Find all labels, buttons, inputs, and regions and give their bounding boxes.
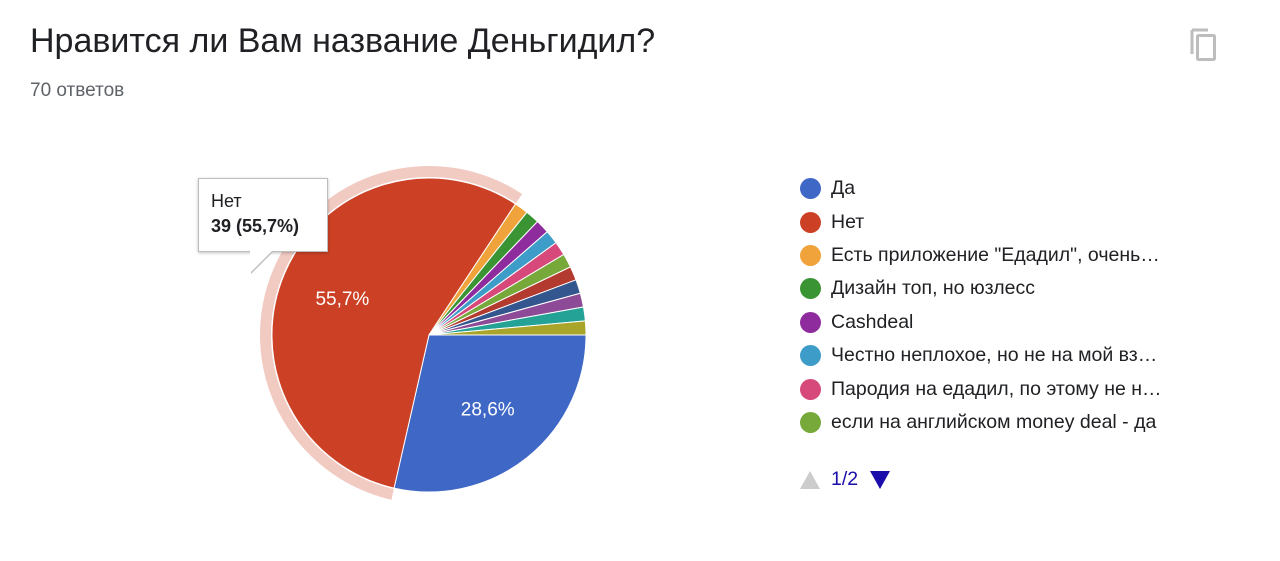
response-count: 70 ответов: [30, 80, 125, 101]
copy-chart-button[interactable]: [1184, 24, 1224, 64]
pie-slice[interactable]: [271, 177, 517, 489]
legend-pager: 1/2: [800, 468, 891, 491]
legend-swatch: [800, 244, 821, 266]
tooltip-label: Нет: [211, 191, 242, 211]
tooltip-pointer: [250, 251, 272, 273]
legend-item[interactable]: Cashdeal: [800, 306, 1162, 339]
pie-slice[interactable]: [393, 334, 587, 493]
legend-label: Есть приложение "Едадил", очень…: [831, 243, 1160, 266]
legend-swatch: [800, 178, 821, 200]
legend-prev-page-icon[interactable]: [800, 470, 820, 489]
slice-percent-label: 55,7%: [315, 289, 369, 310]
legend-swatch: [800, 278, 821, 300]
legend-page-label: 1/2: [831, 468, 859, 490]
legend-label: Да: [831, 177, 856, 200]
legend-label: Cashdeal: [831, 310, 914, 333]
copy-icon: [1190, 28, 1216, 61]
legend-swatch: [800, 311, 821, 333]
tooltip-value: 39 (55,7%): [211, 216, 300, 236]
legend-item[interactable]: Честно неплохое, но не на мой вз…: [800, 339, 1162, 372]
legend-label: Дизайн топ, но юзлесс: [831, 277, 1036, 300]
legend-item[interactable]: Дизайн топ, но юзлесс: [800, 272, 1162, 305]
legend-swatch: [800, 411, 821, 433]
legend-label: Честно неплохое, но не на мой вз…: [831, 344, 1158, 367]
legend: Да Нет Есть приложение "Едадил", очень… Диз…: [800, 172, 1162, 439]
legend-next-page-icon[interactable]: [870, 470, 891, 489]
legend-item[interactable]: Да: [800, 172, 1162, 205]
legend-swatch: [800, 345, 821, 367]
legend-swatch: [800, 211, 821, 233]
legend-label: если на английском money deal - да: [831, 410, 1157, 433]
legend-item[interactable]: если на английском money deal - да: [800, 406, 1162, 439]
legend-item[interactable]: Пародия на едадил, по этому не н…: [800, 372, 1162, 405]
legend-label: Пародия на едадил, по этому не н…: [831, 377, 1162, 400]
legend-label: Нет: [831, 210, 865, 233]
legend-swatch: [800, 378, 821, 400]
slice-percent-label: 28,6%: [461, 400, 515, 421]
legend-item[interactable]: Нет: [800, 205, 1162, 238]
chart-title: Нравится ли Вам название Деньгидил?: [30, 22, 656, 60]
legend-item[interactable]: Есть приложение "Едадил", очень…: [800, 239, 1162, 272]
slice-tooltip: Нет 39 (55,7%): [198, 178, 328, 252]
pie-slice[interactable]: [428, 320, 587, 336]
